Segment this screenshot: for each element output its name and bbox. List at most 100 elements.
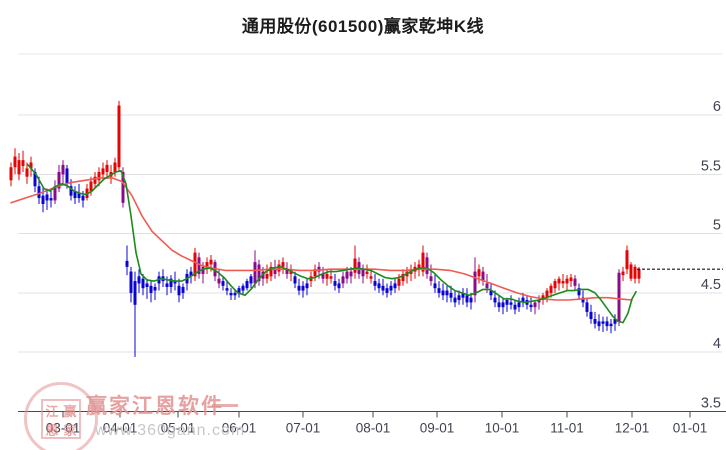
- candle: [133, 271, 137, 357]
- stamp-char: 家: [63, 423, 77, 438]
- x-axis-label: 10-01: [485, 421, 520, 436]
- x-axis-label: 08-01: [356, 421, 391, 436]
- candle: [393, 278, 397, 293]
- candle: [313, 264, 317, 282]
- candle: [585, 297, 589, 317]
- candle: [249, 273, 253, 289]
- candle: [477, 264, 481, 284]
- candle: [53, 180, 57, 204]
- candle: [61, 160, 65, 184]
- candle: [489, 283, 493, 301]
- candle: [177, 278, 181, 303]
- candle: [453, 290, 457, 308]
- candle: [481, 266, 485, 286]
- stamp-char: 赢: [63, 404, 77, 419]
- candle: [473, 257, 477, 303]
- candle: [125, 245, 129, 276]
- candle: [613, 314, 617, 331]
- candle: [205, 257, 209, 274]
- candle: [149, 281, 153, 303]
- candle: [181, 283, 185, 299]
- candle: [373, 273, 377, 291]
- grid-layer: [18, 53, 722, 353]
- candle: [257, 259, 261, 286]
- candle: [565, 275, 569, 291]
- candle: [557, 276, 561, 291]
- x-axis-label: 09-01: [420, 421, 455, 436]
- candle: [545, 288, 549, 303]
- candle: [153, 283, 157, 301]
- candle: [241, 283, 245, 296]
- y-axis-label: 6: [713, 99, 721, 115]
- candle: [265, 264, 269, 284]
- candle: [281, 257, 285, 274]
- candle: [229, 288, 233, 301]
- x-axis-label: 11-01: [550, 421, 584, 436]
- candle: [589, 304, 593, 324]
- candle: [29, 156, 33, 177]
- candle: [405, 266, 409, 284]
- candle: [425, 252, 429, 279]
- candle: [529, 297, 533, 312]
- candle: [437, 281, 441, 298]
- candle: [533, 300, 537, 315]
- x-axis-label: 06-01: [222, 421, 257, 436]
- watermark-brand: 赢家江恩软件: [86, 395, 224, 418]
- x-axis-label: 12-01: [615, 421, 650, 436]
- candle: [41, 186, 45, 213]
- candle: [129, 266, 133, 303]
- candle: [337, 278, 341, 293]
- candle: [333, 273, 337, 291]
- candle: [353, 245, 357, 279]
- candle: [221, 276, 225, 291]
- y-axis-label: 4: [713, 336, 721, 352]
- candle: [17, 153, 21, 181]
- x-axis-label: 04-01: [103, 421, 138, 436]
- candle: [441, 283, 445, 301]
- candle: [305, 278, 309, 296]
- candle: [593, 311, 597, 329]
- candle: [553, 278, 557, 293]
- candle: [21, 150, 25, 172]
- stamp-char: 恩: [45, 423, 59, 438]
- candle: [25, 162, 29, 184]
- candle: [13, 148, 17, 175]
- candle: [429, 264, 433, 286]
- candle: [505, 297, 509, 312]
- candle: [569, 273, 573, 287]
- candle: [625, 245, 629, 274]
- candle: [617, 269, 621, 327]
- candle: [301, 281, 305, 298]
- candle: [253, 250, 257, 289]
- candle: [457, 290, 461, 305]
- candle: [49, 190, 53, 208]
- candle: [629, 262, 633, 282]
- candle: [389, 281, 393, 296]
- y-axis-labels: 6 5.5 5 4.5 4 3.5: [701, 99, 721, 411]
- candle: [45, 188, 49, 210]
- candle: [65, 164, 69, 189]
- candle: [73, 186, 77, 204]
- candle: [577, 283, 581, 301]
- candle: [9, 162, 13, 187]
- y-axis-label: 4.5: [701, 277, 721, 293]
- candle: [469, 292, 473, 310]
- candle: [277, 259, 281, 277]
- y-axis-label: 5: [713, 218, 721, 234]
- candle: [297, 278, 301, 296]
- candle: [113, 157, 117, 177]
- candle: [285, 262, 289, 279]
- candle: [621, 266, 625, 282]
- candle: [85, 183, 89, 201]
- candle: [361, 264, 365, 284]
- candle: [609, 319, 613, 334]
- candle: [293, 271, 297, 289]
- chart-title: 通用股份(601500)赢家乾坤K线: [241, 17, 485, 36]
- x-axis-label: 01-01: [673, 421, 708, 436]
- candle: [573, 275, 577, 291]
- candle: [57, 164, 61, 193]
- candle: [513, 300, 517, 315]
- x-axis-label: 05-01: [161, 421, 196, 436]
